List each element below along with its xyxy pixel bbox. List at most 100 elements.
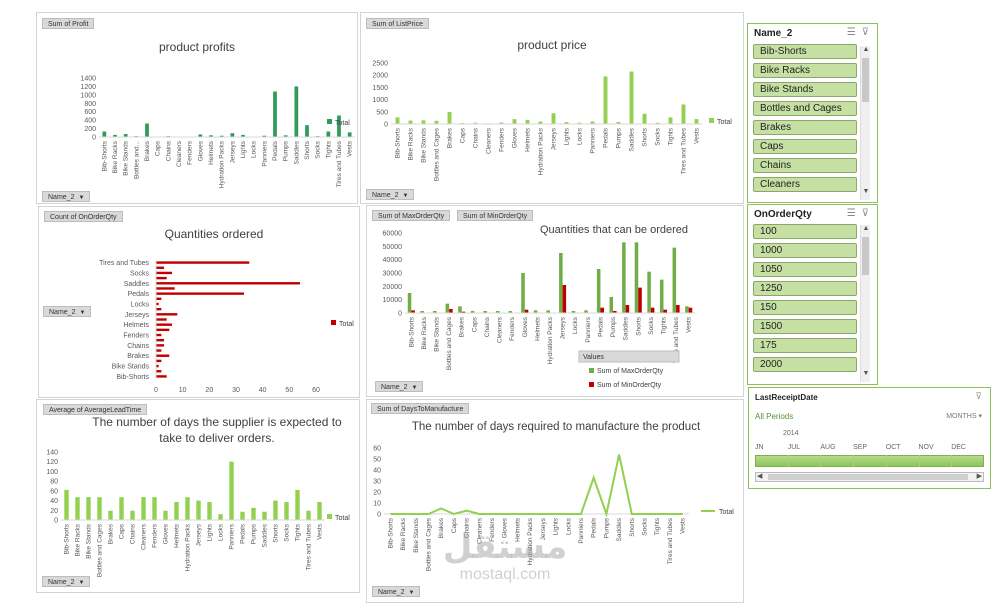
name-slicer-item[interactable]: Bike Stands [753,82,857,97]
x-tick-label: Socks [648,316,655,334]
legend-title-button[interactable] [578,350,680,363]
y-tick-label: 30 [373,479,381,486]
multi-select-icon[interactable]: ☰ [846,208,856,219]
name-slicer-item[interactable]: Bib-Shorts [753,44,857,59]
time-level-dropdown[interactable]: MONTHS ▾ [946,413,982,420]
scroll-down-icon[interactable]: ▼ [862,188,870,195]
profit-field-button[interactable]: Sum of Profit [42,18,95,29]
x-tick-label: Fenders [499,127,506,152]
x-tick-label: Bib-Shorts [395,127,402,158]
timeline-month-label[interactable]: DEC [951,444,966,451]
clear-filter-icon[interactable]: ⊽ [861,208,869,219]
price-chart-panel: Sum of ListPrice product price 0 500 1000 15… [360,12,744,204]
qty-slicer-item[interactable]: 100 [753,224,857,239]
y-tick-label: Socks [130,270,150,277]
name-slicer-item[interactable]: Caps [753,139,857,154]
timeline-month-label[interactable]: OCT [885,444,901,451]
name-slicer-scrollbar[interactable]: ▲ ▼ [860,46,870,200]
scroll-thumb[interactable] [862,237,869,275]
price-name-filter[interactable]: Name_2 ▼ [366,189,415,200]
timeline-month-label[interactable]: JN [755,444,764,451]
y-tick-label: 1500 [372,85,388,92]
timeline-month-label[interactable]: NOV [918,444,934,451]
ordered-name-filter[interactable]: Name_2 ▼ [43,306,92,317]
y-tick-label: Brakes [127,353,149,360]
timeline-scrollbar[interactable]: ◀ ▶ [755,472,984,482]
name-slicer-item[interactable]: Brakes [753,120,857,135]
x-tick-label: Bottles and Cages [446,316,453,370]
leadtime-field-button[interactable]: Average of AverageLeadTime [43,404,148,415]
timeline-month-label[interactable]: JUL [787,444,801,451]
x-tick-label: 40 [259,387,267,394]
price-field-button[interactable]: Sum of ListPrice [366,18,429,29]
orderqty-name-filter[interactable]: Name_2 ▼ [375,381,424,392]
x-tick-label: Lights [207,523,214,541]
x-tick-label: Pumps [610,316,617,337]
x-tick-label: Panniers [261,140,268,166]
x-tick-label: Bike Racks [400,517,407,550]
bar [538,121,543,124]
bar [449,309,453,313]
qty-slicer-item[interactable]: 1050 [753,262,857,277]
clear-filter-icon[interactable]: ⊽ [975,391,982,401]
qty-slicer-scrollbar[interactable]: ▲ ▼ [860,225,870,382]
clear-filter-icon[interactable]: ⊽ [861,27,869,38]
name-slicer-item[interactable]: Chains [753,158,857,173]
scroll-thumb[interactable] [768,474,968,480]
qty-slicer-item[interactable]: 1250 [753,281,857,296]
x-tick-label: Bib-Shorts [387,517,394,548]
qty-slicer-item[interactable]: 2000 [753,357,857,372]
bar [411,310,415,313]
x-tick-label: Jerseys [229,140,236,163]
bar [596,269,601,313]
minorder-field-button[interactable]: Sum of MinOrderQty [457,210,534,221]
scroll-right-icon[interactable]: ▶ [976,473,982,480]
qty-slicer-item[interactable]: 150 [753,300,857,315]
name-slicer-item[interactable]: Cleaners [753,177,857,192]
name-slicer-item[interactable]: Bottles and Cages [753,101,857,116]
manufacture-name-filter[interactable]: Name_2 ▼ [372,586,421,597]
timeline-bar[interactable] [755,455,984,467]
bar [647,271,651,313]
x-tick-label: Socks [655,127,662,145]
scroll-down-icon[interactable]: ▼ [862,370,870,377]
maxorder-field-button[interactable]: Sum of MaxOrderQty [372,210,451,221]
x-tick-label: Caps [119,523,126,539]
leadtime-name-filter[interactable]: Name_2 ▼ [42,576,91,587]
bar [668,117,673,124]
qty-slicer-item[interactable]: 1500 [753,319,857,334]
x-tick-label: Tights [654,517,661,535]
bar [196,500,201,520]
x-tick-label: Bottles and Cages [434,127,441,181]
qty-slicer-item[interactable]: 1000 [753,243,857,258]
scroll-thumb[interactable] [862,58,869,102]
scroll-up-icon[interactable]: ▲ [862,46,870,53]
timeline-month-label[interactable]: SEP [853,444,868,451]
timeline-divider [820,455,822,467]
x-tick-label: Locks [572,316,579,334]
y-tick-label: 0 [384,122,388,129]
scroll-up-icon[interactable]: ▲ [862,225,870,232]
x-tick-label: Chains [130,523,137,544]
x-tick-label: Hydration Packs [538,127,545,175]
y-tick-label: 80 [50,479,58,486]
x-tick-label: Jerseys [540,517,547,540]
manufacture-field-button[interactable]: Sum of DaysToManufacture [371,403,470,414]
multi-select-icon[interactable]: ☰ [846,27,856,38]
y-tick-label: 20000 [383,284,403,291]
y-tick-label: 0 [54,518,58,525]
price-chart: product price 0 500 1000 1500 2000 2500 Bib-Sho… [372,38,732,181]
profit-name-filter[interactable]: Name_2 ▼ [42,191,91,202]
timeline-month-label[interactable]: AUG [820,444,836,451]
legend-label: Total [335,120,350,127]
x-tick-label: Bike Stands [123,140,130,175]
qty-slicer-item[interactable]: 175 [753,338,857,353]
ordered-field-button[interactable]: Count of OnOrderQty [44,211,123,222]
bar [156,292,244,295]
y-tick-label: 1200 [80,84,96,91]
bar [483,311,487,313]
scroll-left-icon[interactable]: ◀ [757,473,763,480]
x-tick-label: Lights [564,127,571,145]
y-tick-label: Jerseys [125,312,150,319]
name-slicer-item[interactable]: Bike Racks [753,63,857,78]
